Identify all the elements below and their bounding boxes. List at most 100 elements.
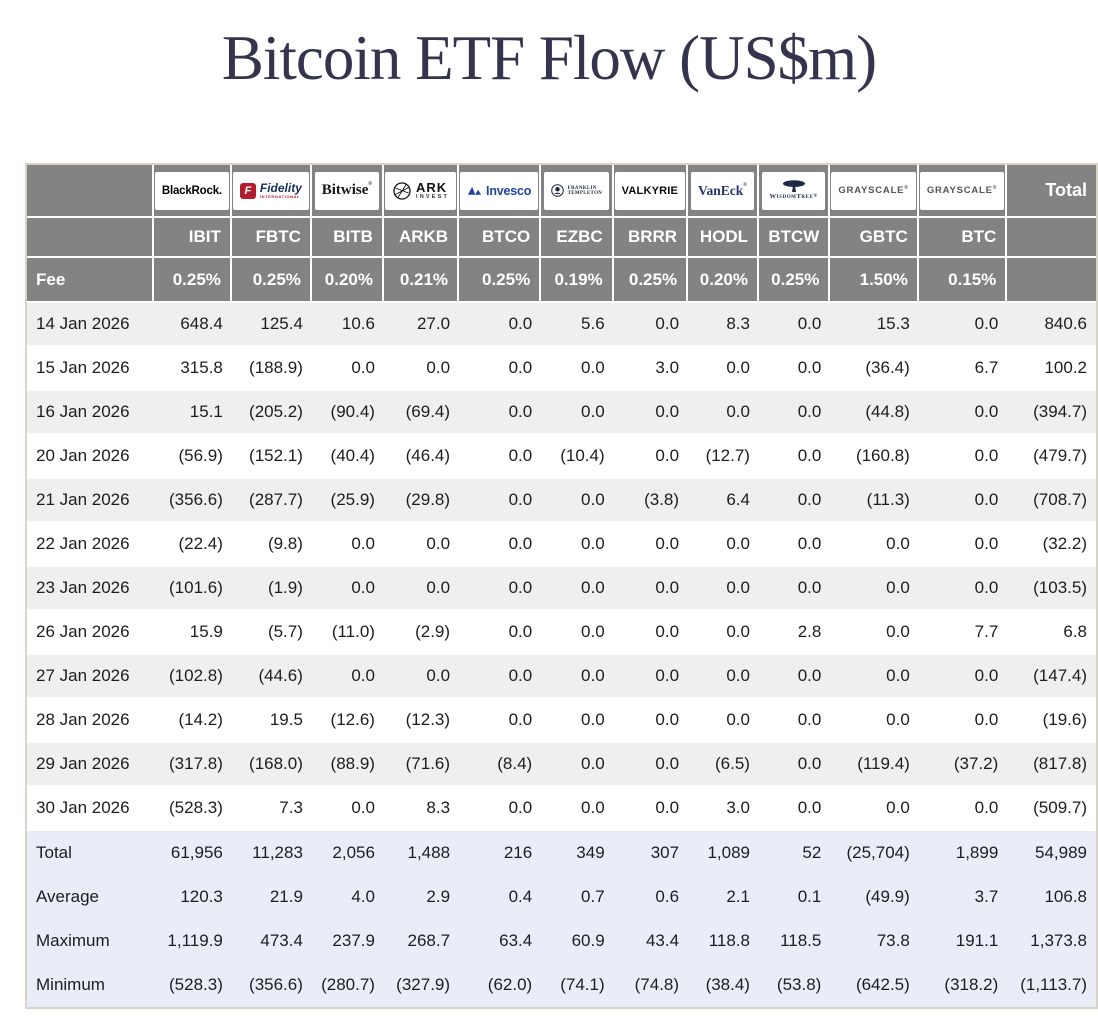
flow-value: 0.0 bbox=[688, 655, 759, 699]
flow-value: 0.0 bbox=[613, 787, 689, 831]
ticker-cell-arkb: ARKB bbox=[383, 218, 460, 258]
table-row: 14 Jan 2026 648.4 125.4 10.6 27.0 0.0 5.6 0.0 8.… bbox=[27, 303, 1096, 347]
flow-value: 0.0 bbox=[758, 787, 831, 831]
flow-value: 0.0 bbox=[311, 787, 384, 831]
summary-value: 0.6 bbox=[613, 875, 689, 919]
flow-value: (168.0) bbox=[231, 743, 312, 787]
flow-value: 0.0 bbox=[613, 655, 689, 699]
summary-value: 52 bbox=[758, 831, 831, 875]
flow-value: 0.0 bbox=[541, 479, 614, 523]
ticker-cell-gbtc: GBTC bbox=[830, 218, 919, 258]
flow-value: (10.4) bbox=[541, 435, 614, 479]
flow-value: (3.8) bbox=[613, 479, 689, 523]
flow-value: (44.8) bbox=[830, 391, 919, 435]
flow-value: 0.0 bbox=[758, 303, 831, 347]
flow-value: 6.7 bbox=[918, 347, 1008, 391]
flow-value: (11.3) bbox=[830, 479, 919, 523]
provider-logo-ibit: BlackRock. bbox=[154, 171, 229, 210]
row-date: 27 Jan 2026 bbox=[27, 655, 154, 699]
flow-value: (40.4) bbox=[311, 435, 384, 479]
daily-flow-rows: 14 Jan 2026 648.4 125.4 10.6 27.0 0.0 5.6 0.0 8.… bbox=[27, 303, 1096, 831]
flow-value: 0.0 bbox=[459, 303, 542, 347]
ticker-total-spacer bbox=[1007, 218, 1096, 258]
flow-value: 0.0 bbox=[459, 435, 542, 479]
summary-total: 54,989 bbox=[1007, 831, 1096, 875]
summary-value: 118.5 bbox=[758, 919, 831, 963]
flow-value: (205.2) bbox=[231, 391, 312, 435]
flow-value: 15.1 bbox=[153, 391, 232, 435]
flow-value: (152.1) bbox=[231, 435, 312, 479]
ark-globe-icon bbox=[393, 181, 411, 200]
wisdomtree-tree-icon bbox=[782, 180, 805, 193]
flow-value: (46.4) bbox=[383, 435, 460, 479]
ticker-cell-btco: BTCO bbox=[459, 218, 542, 258]
flow-value: (102.8) bbox=[153, 655, 232, 699]
flow-value: (119.4) bbox=[830, 743, 919, 787]
table-row: 21 Jan 2026 (356.6) (287.7) (25.9) (29.8) 0.0… bbox=[27, 479, 1096, 523]
fee-cell-brrr: 0.25% bbox=[613, 258, 689, 303]
flow-value: 0.0 bbox=[613, 391, 689, 435]
table-row: 29 Jan 2026 (317.8) (168.0) (88.9) (71.6) (8.… bbox=[27, 743, 1096, 787]
summary-value: 191.1 bbox=[918, 919, 1008, 963]
row-date: 21 Jan 2026 bbox=[27, 479, 154, 523]
summary-label: Maximum bbox=[27, 919, 154, 963]
flow-value: 0.0 bbox=[758, 567, 831, 611]
row-total: (479.7) bbox=[1007, 435, 1096, 479]
summary-label: Total bbox=[27, 831, 154, 875]
flow-value: 648.4 bbox=[153, 303, 232, 347]
summary-value: (280.7) bbox=[311, 963, 384, 1007]
flow-value: 0.0 bbox=[383, 655, 460, 699]
flow-value: (188.9) bbox=[231, 347, 312, 391]
flow-value: 0.0 bbox=[613, 435, 689, 479]
summary-value: 61,956 bbox=[153, 831, 232, 875]
flow-value: 0.0 bbox=[758, 699, 831, 743]
logo-text: Bitwise® bbox=[321, 182, 373, 198]
flow-value: 0.0 bbox=[459, 479, 542, 523]
table-container: BlackRock. F Fidelity INTERNATIONAL Bitwise®… bbox=[25, 163, 1098, 1009]
fee-cell-ezbc: 0.19% bbox=[541, 258, 614, 303]
provider-logo-btcw: WisdomTree® bbox=[762, 171, 825, 210]
fee-cell-btc: 0.15% bbox=[918, 258, 1008, 303]
provider-logo-cell: F Fidelity INTERNATIONAL bbox=[231, 165, 312, 218]
flow-value: (160.8) bbox=[830, 435, 919, 479]
flow-value: 0.0 bbox=[688, 523, 759, 567]
summary-value: (318.2) bbox=[918, 963, 1008, 1007]
summary-row-average: Average 120.3 21.9 4.0 2.9 0.4 0.7 0.6 2.1 0.1 (49… bbox=[27, 875, 1096, 919]
summary-total: (1,113.7) bbox=[1007, 963, 1096, 1007]
provider-logo-ezbc: FRANKLIN TEMPLETON bbox=[543, 171, 610, 210]
provider-logo-cell: Invesco bbox=[459, 165, 542, 218]
flow-value: (8.4) bbox=[459, 743, 542, 787]
flow-value: (11.0) bbox=[311, 611, 384, 655]
row-date: 15 Jan 2026 bbox=[27, 347, 154, 391]
table-row: 16 Jan 2026 15.1 (205.2) (90.4) (69.4) 0.0 0.0… bbox=[27, 391, 1096, 435]
flow-value: 0.0 bbox=[830, 787, 919, 831]
summary-value: 3.7 bbox=[918, 875, 1008, 919]
summary-value: 73.8 bbox=[830, 919, 919, 963]
flow-value: 0.0 bbox=[459, 699, 542, 743]
summary-value: 237.9 bbox=[311, 919, 384, 963]
flow-value: (56.9) bbox=[153, 435, 232, 479]
flow-value: 0.0 bbox=[459, 567, 542, 611]
summary-value: (53.8) bbox=[758, 963, 831, 1007]
page-title: Bitcoin ETF Flow (US$m) bbox=[221, 23, 877, 93]
flow-value: 0.0 bbox=[758, 391, 831, 435]
summary-value: (38.4) bbox=[688, 963, 759, 1007]
summary-value: 307 bbox=[613, 831, 689, 875]
total-column-header: Total bbox=[1007, 165, 1096, 218]
summary-value: 11,283 bbox=[231, 831, 312, 875]
flow-value: (2.9) bbox=[383, 611, 460, 655]
table-header: BlackRock. F Fidelity INTERNATIONAL Bitwise®… bbox=[27, 165, 1096, 303]
flow-value: 0.0 bbox=[688, 699, 759, 743]
flow-value: (317.8) bbox=[153, 743, 232, 787]
table-row: 15 Jan 2026 315.8 (188.9) 0.0 0.0 0.0 0.0 3.0 0.… bbox=[27, 347, 1096, 391]
summary-value: 21.9 bbox=[231, 875, 312, 919]
logo-subtext: TEMPLETON bbox=[567, 190, 603, 196]
table-row: 23 Jan 2026 (101.6) (1.9) 0.0 0.0 0.0 0.0 0.0 0.… bbox=[27, 567, 1096, 611]
provider-logo-cell: ARK INVEST bbox=[383, 165, 460, 218]
flow-value: 7.7 bbox=[918, 611, 1008, 655]
flow-value: 3.0 bbox=[688, 787, 759, 831]
flow-value: 0.0 bbox=[918, 655, 1008, 699]
registered-mark: ® bbox=[992, 185, 998, 191]
flow-value: 0.0 bbox=[541, 787, 614, 831]
flow-value: 0.0 bbox=[459, 611, 542, 655]
